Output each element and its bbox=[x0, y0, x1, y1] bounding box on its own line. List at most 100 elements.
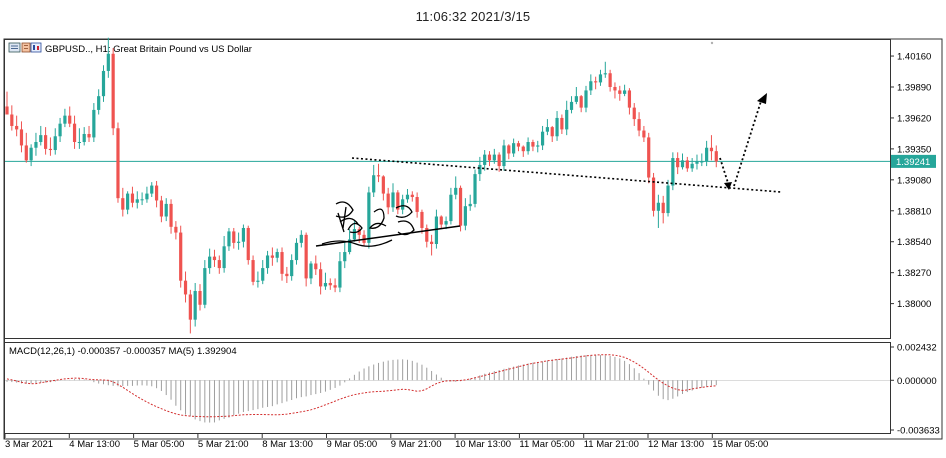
candle-body bbox=[285, 273, 289, 277]
price-tick-label: 1.38000 bbox=[897, 299, 931, 310]
candle-body bbox=[434, 216, 439, 245]
candle-body bbox=[48, 148, 53, 151]
macd-tick-label: -0.003633 bbox=[897, 426, 940, 437]
properties-icon[interactable] bbox=[21, 42, 31, 53]
macd-axis: 0.002432 0.000000 -0.003633 bbox=[890, 343, 940, 437]
macd-header: MACD(12,26,1) -0.000357 -0.000357 MA(5) … bbox=[9, 346, 237, 357]
candlestick-series bbox=[5, 37, 718, 334]
macd-tick-label: 0.000000 bbox=[897, 376, 937, 387]
candle-body bbox=[34, 142, 38, 148]
macd-pane-border bbox=[4, 342, 891, 434]
time-tick-label: 5 Mar 21:00 bbox=[198, 439, 249, 450]
candle-body bbox=[145, 193, 149, 200]
candle-body bbox=[492, 154, 496, 161]
candle-body bbox=[319, 269, 323, 287]
candle-body bbox=[478, 164, 482, 175]
candle-body bbox=[632, 107, 636, 120]
candle-body bbox=[487, 154, 492, 161]
candle-body bbox=[401, 199, 405, 210]
candle-body bbox=[304, 234, 308, 279]
price-pane-border bbox=[4, 39, 891, 339]
symbol-header: GBPUSD.., H1: Great Britain Pound vs US … bbox=[45, 44, 252, 55]
candle-body bbox=[449, 194, 453, 222]
candle-body bbox=[232, 231, 236, 243]
candle-body bbox=[164, 203, 168, 217]
candle-body bbox=[444, 221, 448, 225]
candle-body bbox=[198, 291, 202, 305]
candle-body bbox=[579, 96, 583, 108]
candle-body bbox=[627, 90, 632, 108]
candle-body bbox=[106, 53, 110, 71]
candle-body bbox=[68, 115, 72, 124]
candle-body bbox=[454, 187, 458, 195]
candle-body bbox=[97, 96, 101, 110]
time-tick-label: 10 Mar 13:00 bbox=[455, 439, 511, 450]
candle-body bbox=[58, 123, 62, 137]
price-tick-label: 1.39890 bbox=[897, 82, 931, 93]
candle-body bbox=[44, 135, 48, 149]
candle-body bbox=[347, 239, 352, 253]
candle-body bbox=[227, 231, 231, 247]
candle-body bbox=[328, 282, 332, 286]
candle-body bbox=[188, 294, 192, 320]
arrow-up-annotation[interactable] bbox=[733, 93, 767, 187]
candle-body bbox=[357, 229, 361, 235]
candle-body bbox=[618, 90, 622, 94]
candle-body bbox=[270, 255, 274, 258]
candle-body bbox=[690, 163, 694, 169]
candle-body bbox=[405, 194, 410, 200]
candle-body bbox=[531, 142, 535, 147]
time-tick-label: 11 Mar 05:00 bbox=[519, 439, 574, 450]
time-tick-label: 3 Mar 2021 bbox=[5, 439, 53, 450]
candle-body bbox=[458, 187, 463, 226]
candle-body bbox=[516, 143, 521, 147]
candle-body bbox=[135, 199, 139, 203]
handwritten-signature bbox=[315, 201, 461, 247]
candle-body bbox=[338, 261, 342, 288]
candle-body bbox=[261, 268, 265, 281]
candle-body bbox=[661, 202, 665, 214]
candle-body bbox=[540, 131, 545, 146]
time-tick-label: 12 Mar 13:00 bbox=[648, 439, 704, 450]
candle-body bbox=[251, 260, 255, 282]
time-tick-label: 5 Mar 05:00 bbox=[134, 439, 185, 450]
chart-window-icon[interactable] bbox=[8, 42, 21, 53]
candle-body bbox=[545, 127, 549, 132]
candle-body bbox=[512, 143, 516, 154]
candle-body bbox=[521, 146, 525, 152]
candle-body bbox=[5, 106, 9, 115]
macd-histogram bbox=[6, 354, 717, 423]
candle-body bbox=[275, 252, 279, 258]
candle-body bbox=[623, 90, 627, 94]
candle-body bbox=[497, 154, 501, 167]
candle-body bbox=[116, 128, 120, 199]
scroll-marker bbox=[710, 41, 714, 45]
candle-body bbox=[367, 192, 371, 243]
arrow-down-annotation[interactable] bbox=[719, 157, 732, 190]
time-tick-label: 9 Mar 05:00 bbox=[327, 439, 378, 450]
candle-body bbox=[569, 101, 574, 110]
candle-body bbox=[39, 135, 43, 143]
candle-body bbox=[560, 117, 564, 130]
macd-tick-label: 0.002432 bbox=[897, 343, 937, 354]
candle-body bbox=[574, 96, 578, 102]
current-price-label: 1.39241 bbox=[896, 157, 930, 168]
candle-body bbox=[15, 125, 19, 130]
time-tick-label: 11 Mar 21:00 bbox=[584, 439, 639, 450]
candle-body bbox=[700, 161, 704, 163]
candles-icon[interactable] bbox=[30, 42, 42, 53]
candle-body bbox=[468, 203, 472, 207]
candle-body bbox=[53, 136, 57, 151]
candle-body bbox=[589, 81, 593, 91]
candle-body bbox=[642, 130, 646, 138]
candle-body bbox=[333, 285, 337, 288]
candle-body bbox=[391, 192, 395, 208]
candle-body bbox=[241, 227, 246, 242]
price-tick-label: 1.38810 bbox=[897, 206, 931, 217]
candle-body bbox=[425, 227, 429, 242]
candle-body bbox=[169, 203, 173, 227]
candle-body bbox=[183, 280, 188, 295]
candle-body bbox=[671, 158, 675, 186]
price-tick-label: 1.39620 bbox=[897, 113, 931, 124]
